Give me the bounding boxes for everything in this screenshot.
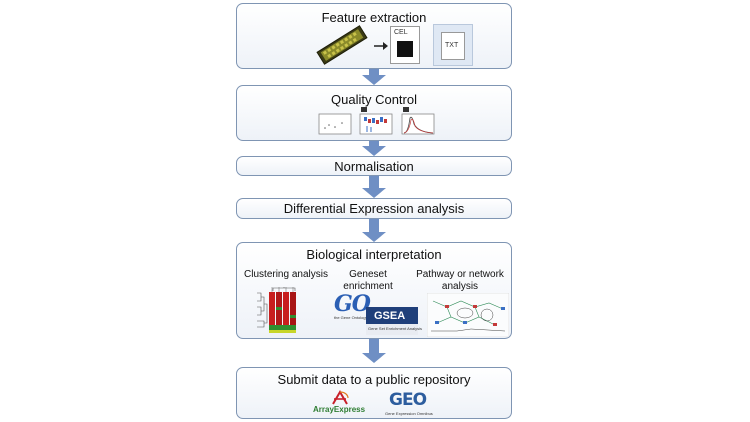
arrow-right-icon xyxy=(374,42,388,50)
differential-expression-box: Differential Expression analysis xyxy=(236,198,512,219)
gsea-logo-caption: Gene Set Enrichment Analysis xyxy=(368,326,423,331)
pathway-line-2: analysis xyxy=(441,281,479,292)
geo-logo: GEO Gene Expression Omnibus xyxy=(383,390,443,418)
geo-logo-text: GEO xyxy=(389,390,427,410)
txt-file-icon: TXT xyxy=(441,32,465,60)
txt-file-label: TXT xyxy=(445,42,459,49)
qc-boxplot-icon xyxy=(359,107,393,135)
geneset-line-2: enrichment xyxy=(343,281,393,292)
feature-extraction-title: Feature extraction xyxy=(321,10,427,25)
normalisation-title: Normalisation xyxy=(334,159,414,174)
geneset-line-1: Geneset xyxy=(349,269,387,280)
gene-ontology-logo: GO the Gene Ontology xyxy=(334,293,376,321)
arrayexpress-logo: ArrayExpress xyxy=(313,390,373,416)
go-logo-text: GO xyxy=(334,291,371,317)
differential-expression-title: Differential Expression analysis xyxy=(283,201,465,216)
arrayexpress-logo-text: ArrayExpress xyxy=(313,405,366,414)
pathway-line-1: Pathway or network xyxy=(416,269,504,280)
submit-repository-title: Submit data to a public repository xyxy=(277,372,471,387)
txt-file-panel: TXT xyxy=(433,24,473,66)
submit-repository-box: Submit data to a public repository Array… xyxy=(236,367,512,419)
microarray-chip-icon xyxy=(316,25,368,65)
quality-control-title: Quality Control xyxy=(331,92,417,107)
pathway-network-label: Pathway or network analysis xyxy=(409,269,511,293)
biological-interpretation-title: Biological interpretation xyxy=(306,247,442,262)
clustering-heatmap-icon xyxy=(257,287,296,333)
cel-file-label: CEL xyxy=(394,29,408,36)
feature-extraction-box: Feature extraction CEL xyxy=(236,3,512,69)
clustering-analysis-label: Clustering analysis xyxy=(244,269,328,280)
cel-file-thumbnail xyxy=(397,41,413,57)
geneset-enrichment-label: Geneset enrichment xyxy=(333,269,403,293)
quality-control-box: Quality Control xyxy=(236,85,512,141)
qc-density-plot-icon xyxy=(401,107,435,135)
normalisation-box: Normalisation xyxy=(236,156,512,176)
gsea-logo-text: GSEA xyxy=(374,310,406,322)
gsea-logo: GSEA Gene Set Enrichment Analysis xyxy=(366,307,422,335)
pathway-network-icon xyxy=(427,293,509,337)
qc-scatter-plot-icon xyxy=(318,113,352,135)
arrayexpress-mark-icon xyxy=(332,390,349,405)
geo-logo-caption: Gene Expression Omnibus xyxy=(385,411,433,416)
biological-interpretation-box: Biological interpretation Clustering ana… xyxy=(236,242,512,339)
go-logo-caption: the Gene Ontology xyxy=(334,315,368,320)
cel-file-icon: CEL xyxy=(390,26,420,64)
